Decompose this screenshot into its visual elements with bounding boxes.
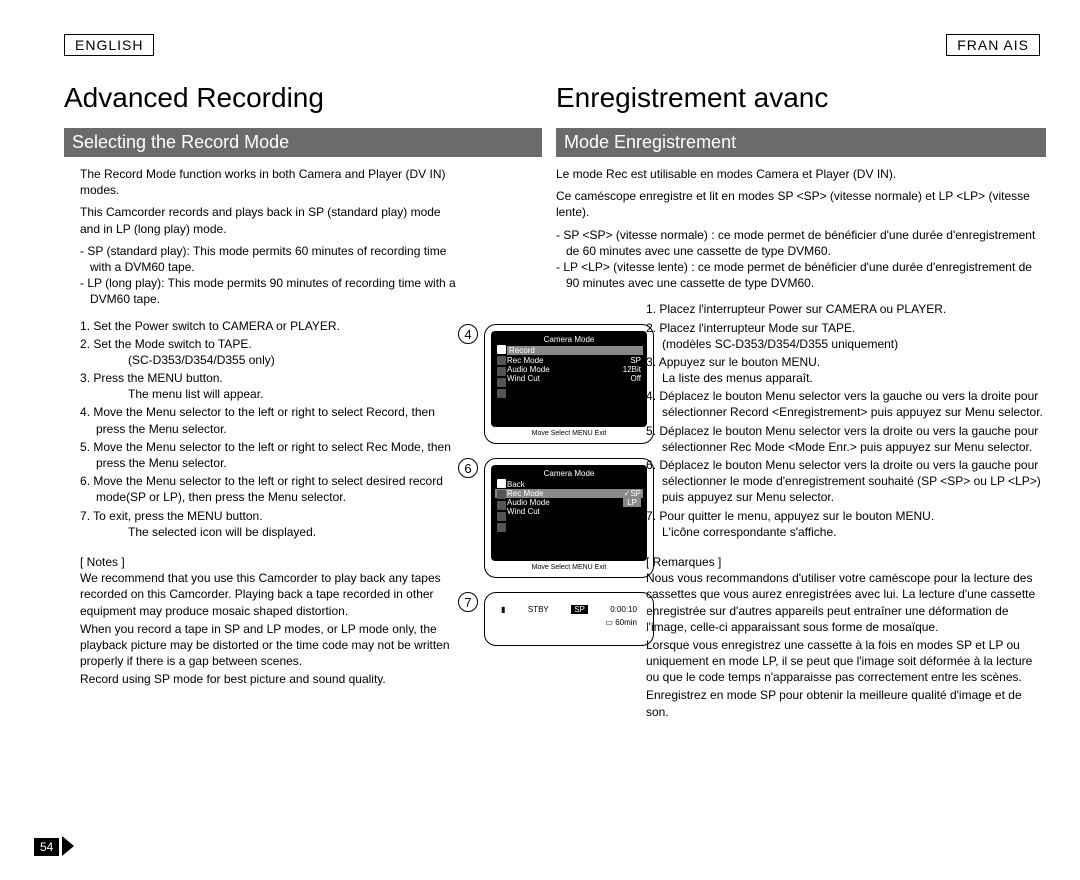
page-number: 54 [34,838,59,856]
tape-remain: 60min [615,618,637,627]
menu-row: Rec ModeSP [495,356,643,365]
step: Move the Menu selector to the left or ri… [80,404,460,436]
step: Pour quitter le menu, appuyez sur le bou… [646,508,1046,540]
intro-text: Le mode Rec est utilisable en modes Came… [556,166,1046,182]
menu-row: Wind CutOff [495,374,643,383]
note: Lorsque vous enregistrez une cassette à … [646,637,1046,686]
display-icon [497,523,506,532]
menu-title: Camera Mode [495,469,643,478]
tape-icon [497,490,506,499]
title-fr: Enregistrement avanc [556,82,828,114]
intro-text: This Camcorder records and plays back in… [80,204,460,236]
sp-badge: SP [571,605,588,614]
step: Move the Menu selector to the left or ri… [80,473,460,505]
figure-7: 7 ▮ STBY SP 0:00:10 ▭ 60min [458,592,656,646]
menu-back: Back [495,480,643,489]
menu-row: Wind Cut [495,507,643,516]
intro-text: The Record Mode function works in both C… [80,166,460,198]
step-badge-4: 4 [458,324,478,344]
list-item: LP <LP> (vitesse lente) : ce mode permet… [556,259,1046,291]
notes-list: Nous vous recommandons d'utiliser votre … [646,570,1046,720]
step: Set the Power switch to CAMERA or PLAYER… [80,318,460,334]
stby-label: STBY [528,605,549,614]
tape-remain-icon: ▭ [605,618,613,627]
step: Placez l'interrupteur Power sur CAMERA o… [646,301,1046,317]
lang-english: ENGLISH [64,34,154,56]
note: We recommend that you use this Camcorder… [80,570,460,619]
step: Déplacez le bouton Menu selector vers la… [646,388,1046,420]
menu-title: Camera Mode [495,335,643,344]
step: Move the Menu selector to the left or ri… [80,439,460,471]
figure-6: 6 Camera Mode Back Rec Mode✓SP Audio Mod… [458,458,656,578]
menu-footer: Move Select MENU Exit [491,430,647,437]
menu-header: Record [507,346,643,355]
step-badge-7: 7 [458,592,478,612]
lcd-screen: Camera Mode Back Rec Mode✓SP Audio ModeL… [484,458,654,578]
step: To exit, press the MENU button.The selec… [80,508,460,540]
menu-row-selected: Rec Mode✓SP [495,489,643,498]
step: Set the Mode switch to TAPE.(SC-D353/D35… [80,336,460,368]
memory-icon [497,378,506,387]
manual-page: ENGLISH FRAN AIS Advanced Recording Enre… [0,0,1080,880]
mode-list: SP <SP> (vitesse normale) : ce mode perm… [556,227,1046,292]
cam-icon [497,501,506,510]
title-en: Advanced Recording [64,82,324,114]
section-heading-fr: Mode Enregistrement [556,128,1046,157]
figure-stack: 4 Camera Mode Record Rec ModeSP Audio Mo… [458,324,656,660]
lcd-screen: Camera Mode Record Rec ModeSP Audio Mode… [484,324,654,444]
notes-list: We recommend that you use this Camcorder… [80,570,460,687]
display-icon [497,389,506,398]
section-heading-en: Selecting the Record Mode [64,128,542,157]
list-item: SP <SP> (vitesse normale) : ce mode perm… [556,227,1046,259]
menu-footer: Move Select MENU Exit [491,564,647,571]
menu-row: Audio Mode12Bit [495,365,643,374]
cam-icon [497,367,506,376]
mode-list: SP (standard play): This mode permits 60… [80,243,460,308]
list-item: LP (long play): This mode permits 90 min… [80,275,460,307]
notes-header: [ Notes ] [80,554,460,570]
lcd-screen: ▮ STBY SP 0:00:10 ▭ 60min [484,592,654,646]
note: Enregistrez en mode SP pour obtenir la m… [646,687,1046,719]
intro-text: Ce caméscope enregistre et lit en modes … [556,188,1046,220]
page-arrow-icon [62,836,74,856]
battery-icon: ▮ [501,605,505,614]
tape-icon [497,356,506,365]
step: Placez l'interrupteur Mode sur TAPE.(mod… [646,320,1046,352]
timecode: 0:00:10 [610,605,637,614]
step: Press the MENU button.The menu list will… [80,370,460,402]
memory-icon [497,512,506,521]
list-item: SP (standard play): This mode permits 60… [80,243,460,275]
camera-icon [497,345,506,354]
note: Record using SP mode for best picture an… [80,671,460,687]
menu-row: Audio ModeLP [495,498,643,507]
step: Déplacez le bouton Menu selector vers la… [646,423,1046,455]
lang-francais: FRAN AIS [946,34,1040,56]
camera-icon [497,479,506,488]
step-badge-6: 6 [458,458,478,478]
steps-list: Placez l'interrupteur Power sur CAMERA o… [646,301,1046,540]
note: When you record a tape in SP and LP mode… [80,621,460,670]
steps-list: Set the Power switch to CAMERA or PLAYER… [80,318,460,540]
note: Nous vous recommandons d'utiliser votre … [646,570,1046,635]
figure-4: 4 Camera Mode Record Rec ModeSP Audio Mo… [458,324,656,444]
notes-header: [ Remarques ] [646,554,1046,570]
step: Déplacez le bouton Menu selector vers la… [646,457,1046,506]
step: Appuyez sur le bouton MENU.La liste des … [646,354,1046,386]
